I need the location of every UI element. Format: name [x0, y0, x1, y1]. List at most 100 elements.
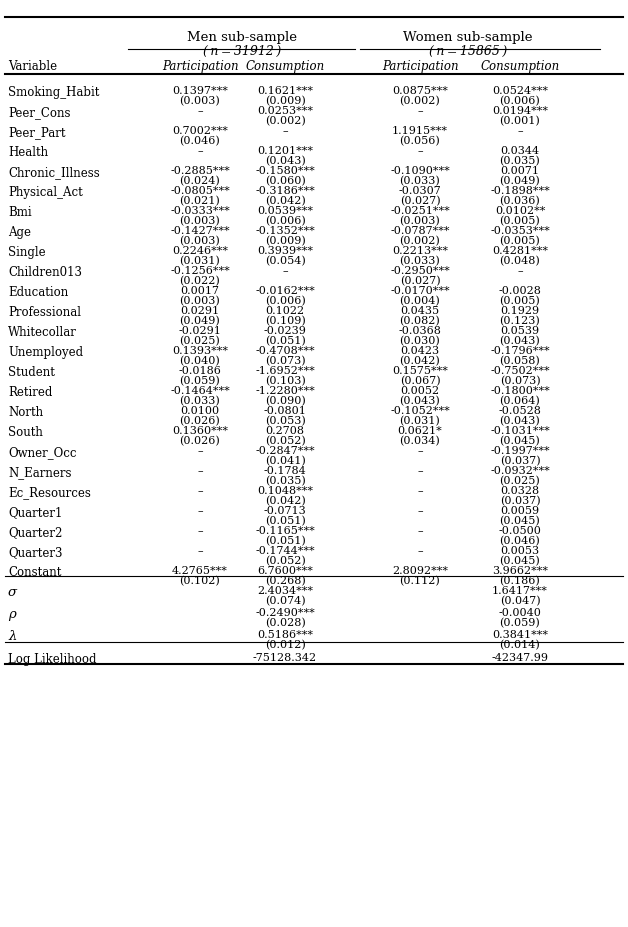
Text: -0.0040: -0.0040	[499, 607, 541, 617]
Text: 0.2708: 0.2708	[266, 425, 305, 436]
Text: (0.067): (0.067)	[399, 375, 440, 386]
Text: -0.1800***: -0.1800***	[490, 386, 550, 396]
Text: (0.024): (0.024)	[180, 176, 220, 186]
Text: -0.0805***: -0.0805***	[170, 185, 230, 196]
Text: (0.090): (0.090)	[264, 396, 305, 406]
Text: (0.033): (0.033)	[180, 396, 220, 406]
Text: (0.034): (0.034)	[399, 436, 440, 446]
Text: 0.0539***: 0.0539***	[257, 206, 313, 216]
Text: (0.033): (0.033)	[399, 256, 440, 266]
Text: –: –	[197, 486, 203, 495]
Text: Owner_Occ: Owner_Occ	[8, 446, 77, 459]
Text: (0.005): (0.005)	[500, 235, 540, 246]
Text: -42347.99: -42347.99	[492, 653, 548, 662]
Text: 0.0017: 0.0017	[180, 286, 220, 296]
Text: (0.001): (0.001)	[500, 116, 540, 126]
Text: (0.005): (0.005)	[500, 216, 540, 226]
Text: –: –	[417, 106, 423, 116]
Text: (0.037): (0.037)	[500, 495, 540, 506]
Text: (0.042): (0.042)	[264, 495, 305, 506]
Text: (0.109): (0.109)	[264, 316, 305, 326]
Text: (0.022): (0.022)	[180, 275, 220, 286]
Text: (0.082): (0.082)	[399, 316, 440, 326]
Text: 0.0059: 0.0059	[501, 505, 539, 515]
Text: -0.1464***: -0.1464***	[170, 386, 230, 396]
Text: -0.1090***: -0.1090***	[390, 166, 450, 176]
Text: Whitecollar: Whitecollar	[8, 325, 77, 338]
Text: -0.0239: -0.0239	[264, 325, 306, 336]
Text: (0.056): (0.056)	[399, 136, 440, 146]
Text: 0.0053: 0.0053	[501, 545, 539, 555]
Text: -0.0291: -0.0291	[178, 325, 222, 336]
Text: –: –	[517, 126, 523, 136]
Text: -0.0186: -0.0186	[178, 365, 222, 375]
Text: -0.1031***: -0.1031***	[490, 425, 550, 436]
Text: 4.2765***: 4.2765***	[172, 565, 228, 576]
Text: -0.1784: -0.1784	[264, 465, 306, 476]
Text: -0.2950***: -0.2950***	[390, 266, 450, 275]
Text: (0.033): (0.033)	[399, 176, 440, 186]
Text: (0.043): (0.043)	[399, 396, 440, 406]
Text: -0.0353***: -0.0353***	[490, 226, 550, 235]
Text: (0.058): (0.058)	[500, 356, 540, 366]
Text: –: –	[197, 465, 203, 476]
Text: -0.0028: -0.0028	[499, 286, 541, 296]
Text: λ: λ	[8, 629, 16, 642]
Text: 0.5186***: 0.5186***	[257, 629, 313, 640]
Text: 0.0052: 0.0052	[401, 386, 440, 396]
Text: -0.1796***: -0.1796***	[490, 346, 550, 356]
Text: –: –	[282, 126, 288, 136]
Text: -0.0333***: -0.0333***	[170, 206, 230, 216]
Text: (0.043): (0.043)	[500, 336, 540, 346]
Text: Consumption: Consumption	[246, 60, 325, 73]
Text: (0.102): (0.102)	[180, 576, 220, 586]
Text: 0.0423: 0.0423	[401, 346, 440, 356]
Text: (0.186): (0.186)	[500, 576, 540, 586]
Text: 6.7600***: 6.7600***	[257, 565, 313, 576]
Text: -0.2847***: -0.2847***	[255, 446, 315, 455]
Text: –: –	[197, 505, 203, 515]
Text: ρ: ρ	[8, 607, 16, 620]
Text: 0.0328: 0.0328	[501, 486, 539, 495]
Text: (0.025): (0.025)	[180, 336, 220, 346]
Text: (0.035): (0.035)	[264, 476, 305, 486]
Text: –: –	[197, 545, 203, 555]
Text: 0.1929: 0.1929	[501, 306, 539, 316]
Text: Log Likelihood: Log Likelihood	[8, 653, 97, 666]
Text: (0.043): (0.043)	[500, 415, 540, 425]
Text: σ: σ	[8, 585, 17, 598]
Text: -0.1052***: -0.1052***	[390, 406, 450, 415]
Text: (0.031): (0.031)	[399, 415, 440, 425]
Text: 0.0071: 0.0071	[501, 166, 539, 176]
Text: (0.073): (0.073)	[500, 375, 540, 386]
Text: Smoking_Habit: Smoking_Habit	[8, 86, 99, 99]
Text: (0.026): (0.026)	[180, 415, 220, 425]
Text: 0.0875***: 0.0875***	[392, 86, 448, 95]
Text: (0.037): (0.037)	[500, 455, 540, 465]
Text: (0.026): (0.026)	[180, 436, 220, 446]
Text: 0.0102**: 0.0102**	[495, 206, 545, 216]
Text: 0.1575***: 0.1575***	[392, 365, 448, 375]
Text: 0.1022: 0.1022	[266, 306, 305, 316]
Text: -0.0500: -0.0500	[499, 526, 541, 536]
Text: Children013: Children013	[8, 266, 82, 279]
Text: Physical_Act: Physical_Act	[8, 185, 83, 198]
Text: -0.7502***: -0.7502***	[490, 365, 550, 375]
Text: Participation: Participation	[382, 60, 458, 73]
Text: (0.046): (0.046)	[180, 136, 220, 146]
Text: -0.0528: -0.0528	[499, 406, 541, 415]
Text: (0.035): (0.035)	[500, 156, 540, 166]
Text: Constant: Constant	[8, 565, 62, 578]
Text: Women sub-sample: Women sub-sample	[403, 31, 533, 44]
Text: Single: Single	[8, 246, 46, 259]
Text: 0.1397***: 0.1397***	[172, 86, 228, 95]
Text: 0.0253***: 0.0253***	[257, 106, 313, 116]
Text: (0.002): (0.002)	[399, 235, 440, 246]
Text: (0.046): (0.046)	[500, 536, 540, 546]
Text: -0.2490***: -0.2490***	[255, 607, 315, 617]
Text: 0.0100: 0.0100	[180, 406, 220, 415]
Text: -0.0170***: -0.0170***	[390, 286, 450, 296]
Text: Quarter2: Quarter2	[8, 526, 62, 539]
Text: (0.006): (0.006)	[500, 95, 540, 107]
Text: 0.1393***: 0.1393***	[172, 346, 228, 356]
